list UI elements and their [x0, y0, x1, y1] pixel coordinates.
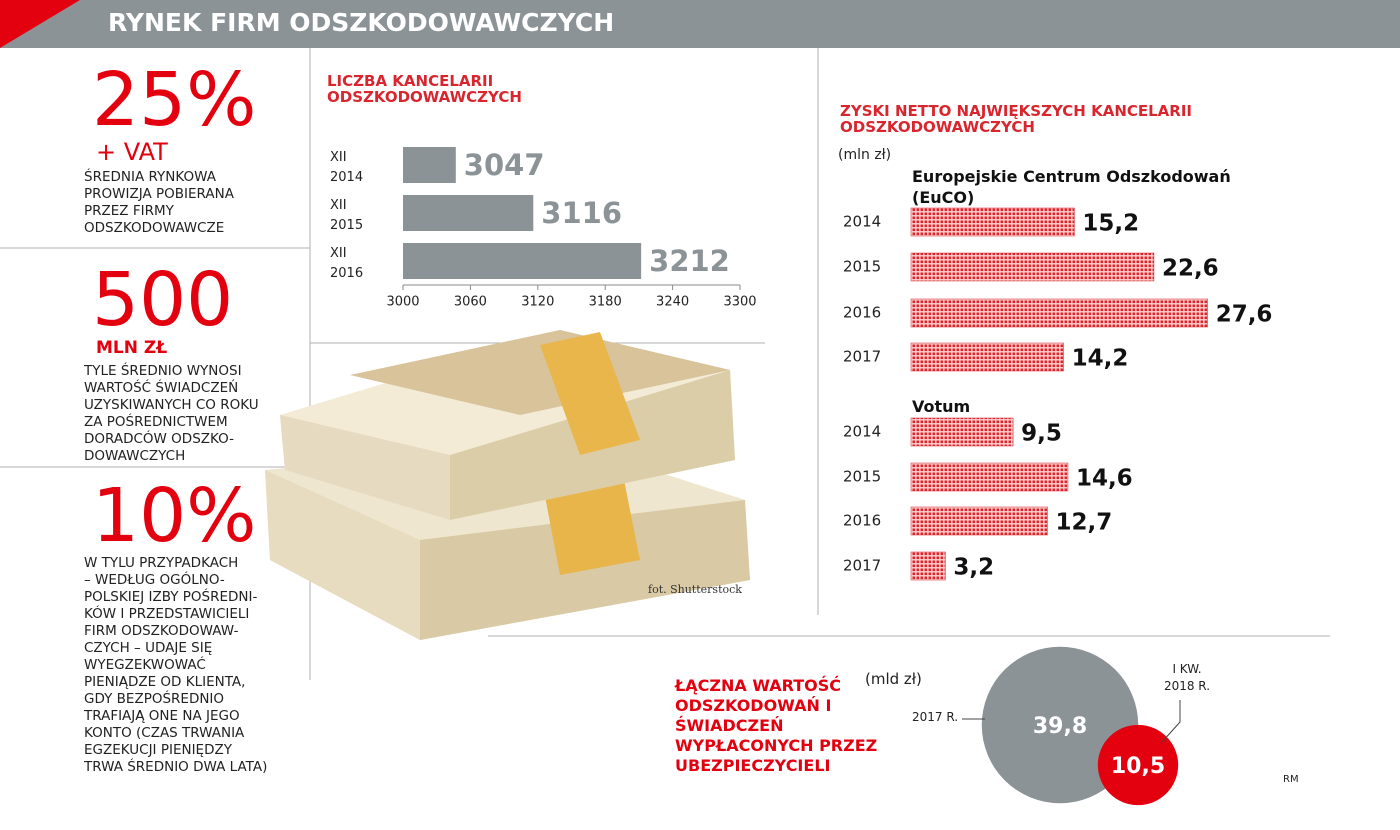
bar	[910, 342, 1064, 372]
bar	[910, 417, 1014, 447]
bubble-label: I KW. 2018 R.	[1163, 662, 1211, 693]
y-tick-label: XII 2014	[330, 150, 364, 185]
value-label: 14,2	[1072, 346, 1129, 372]
stat-text: POLSKIEJ IZBY POŚREDNI-	[84, 589, 258, 605]
photo-banknotes	[265, 330, 750, 640]
stat-value: 10%	[92, 473, 257, 559]
y-tick-label: 2014	[843, 423, 881, 441]
stat-unit: + VAT	[96, 138, 168, 166]
value-label: 3,2	[953, 555, 994, 581]
stat-text: CZYCH – UDAJE SIĘ	[84, 640, 213, 656]
bubble	[1097, 724, 1179, 806]
y-tick-label: 2015	[843, 468, 881, 486]
y-tick-label: XII 2016	[330, 246, 364, 281]
stat-text: ZA POŚREDNICTWEM	[84, 414, 228, 430]
stat-text: TRAFIAJĄ ONE NA JEGO	[84, 708, 240, 724]
legend-entry: Europejskie Centrum Odszkodowań (EuCO)	[912, 167, 1231, 207]
value-label: 3212	[649, 244, 730, 278]
stat-text: TYLE ŚREDNIO WYNOSI	[84, 363, 242, 379]
stat-text: UZYSKIWANYCH CO ROKU	[84, 397, 259, 413]
stat-text: DOWAWCZYCH	[84, 448, 186, 464]
stat-text: TRWA ŚREDNIO DWA LATA)	[84, 759, 268, 775]
x-tick-label: 3120	[521, 295, 554, 310]
stat-text: WYEGZEKWOWAĆ	[84, 657, 206, 673]
bubble-label: 2017 R.	[912, 710, 959, 724]
bar	[910, 207, 1075, 237]
stat-unit: MLN ZŁ	[96, 338, 168, 358]
stat-text: GDY BEZPOŚREDNIO	[84, 691, 225, 707]
unit-label: (mln zł)	[838, 147, 892, 163]
stat-text: PROWIZJA POBIERANA	[84, 186, 234, 202]
x-tick-label: 3300	[723, 295, 756, 310]
bar	[910, 506, 1048, 536]
unit-label: (mld zł)	[865, 670, 922, 688]
stat-text: ODSZKODOWAWCZE	[84, 220, 225, 236]
stat-text: FIRM ODSZKODOWAW-	[84, 623, 239, 639]
page-title: RYNEK FIRM ODSZKODOWAWCZYCH	[108, 8, 615, 37]
value-label: 14,6	[1076, 466, 1133, 492]
stat-text: WARTOŚĆ ŚWIADCZEŃ	[84, 380, 239, 396]
stat-text: KONTO (CZAS TRWANIA	[84, 725, 245, 741]
bar	[403, 243, 642, 279]
stat-text: – WEDŁUG OGÓLNO-	[84, 572, 225, 588]
bar	[910, 462, 1069, 492]
stat-text: W TYLU PRZYPADKACH	[84, 555, 239, 571]
stat-text: EGZEKUCJI PIENIĘDZY	[84, 742, 232, 758]
x-tick-label: 3060	[454, 295, 487, 310]
y-tick-label: 2016	[843, 512, 881, 530]
x-tick-label: 3180	[589, 295, 622, 310]
stat-value: 500	[92, 257, 234, 343]
bar	[403, 195, 534, 231]
stat-text: KÓW I PRZEDSTAWICIELI	[84, 606, 250, 622]
value-label: 39,8	[1033, 714, 1087, 739]
bar	[910, 298, 1208, 328]
y-tick-label: 2017	[843, 557, 881, 575]
bar	[910, 551, 946, 581]
chart-title: LICZBA KANCELARII ODSZKODOWAWCZYCH	[327, 72, 522, 106]
stat-text: ŚREDNIA RYNKOWA	[84, 169, 216, 185]
leader	[1161, 700, 1181, 743]
value-label: 3116	[541, 196, 622, 230]
bar	[403, 147, 456, 183]
x-tick-label: 3240	[656, 295, 689, 310]
value-label: 27,6	[1216, 302, 1273, 328]
dividers	[0, 48, 1330, 680]
photo-credit: fot. Shutterstock	[648, 583, 742, 596]
value-label: 3047	[464, 148, 545, 182]
chart-title: ZYSKI NETTO NAJWIĘKSZYCH KANCELARII ODSZ…	[840, 102, 1193, 136]
legend-entry: Votum	[912, 397, 971, 416]
stat-text: PIENIĄDZE OD KLIENTA,	[84, 674, 246, 690]
y-tick-label: 2017	[843, 348, 881, 366]
header-bar	[0, 0, 1400, 48]
value-label: 12,7	[1056, 510, 1113, 536]
value-label: 15,2	[1082, 211, 1139, 237]
stat-value: 25%	[92, 57, 257, 143]
y-tick-label: 2014	[843, 213, 881, 231]
y-tick-label: 2016	[843, 304, 881, 322]
bar	[910, 252, 1155, 282]
value-label: 22,6	[1162, 256, 1219, 282]
footer-credit: RM	[1283, 774, 1299, 785]
value-label: 9,5	[1021, 421, 1062, 447]
y-tick-label: 2015	[843, 258, 881, 276]
chart-title: ŁĄCZNA WARTOŚĆ ODSZKODOWAŃ I ŚWIADCZEŃ W…	[675, 676, 878, 775]
header-accent	[0, 0, 80, 48]
y-tick-label: XII 2015	[330, 198, 364, 233]
stat-text: PRZEZ FIRMY	[84, 203, 174, 219]
value-label: 10,5	[1111, 754, 1165, 779]
stat-text: DORADCÓW ODSZKO-	[84, 431, 235, 447]
x-tick-label: 3000	[386, 295, 419, 310]
